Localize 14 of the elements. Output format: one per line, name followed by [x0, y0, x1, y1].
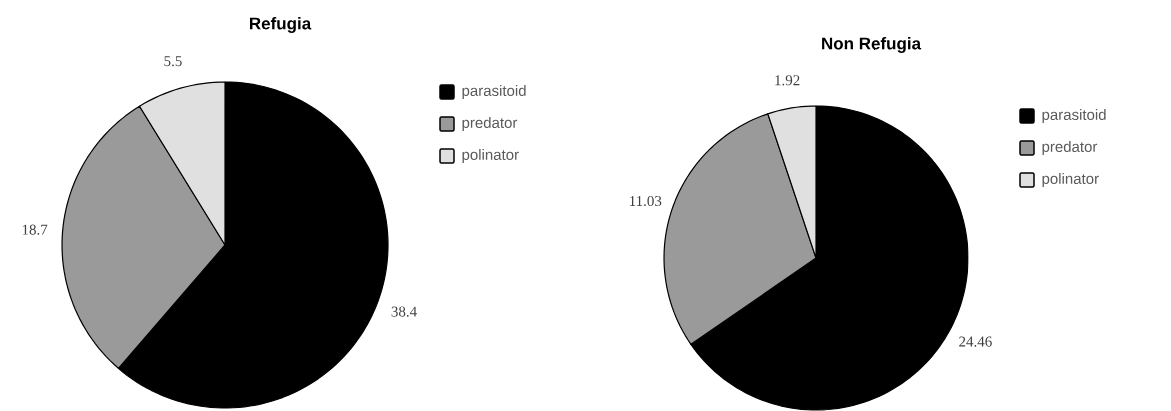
data-label: 11.03	[629, 195, 662, 207]
chart-title: Refugia	[249, 17, 312, 33]
chart-title: Non Refugia	[822, 37, 922, 53]
legend-label: parasitoid	[1042, 109, 1106, 123]
data-label: 18.7	[22, 224, 48, 235]
legend-label: predator	[1042, 141, 1098, 155]
data-label: 1.92	[775, 75, 800, 86]
data-label: 5.5	[164, 56, 182, 67]
legend-label: predator	[462, 117, 518, 131]
data-label: 38.4	[391, 306, 417, 317]
legend-label: polinator	[462, 149, 519, 163]
data-label: 24.46	[959, 336, 992, 347]
legend-label: parasitoid	[462, 85, 526, 99]
legend-label: polinator	[1042, 173, 1099, 187]
